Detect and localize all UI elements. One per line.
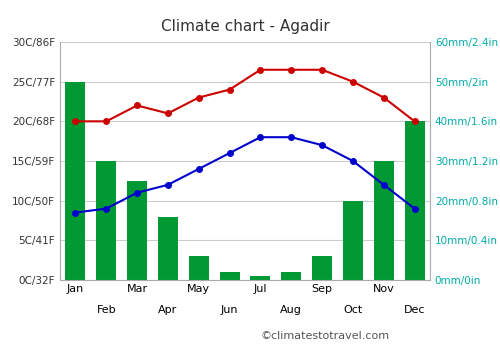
Bar (158, 217, 178, 280)
Text: Dec: Dec (404, 305, 425, 315)
Bar (404, 121, 424, 280)
Bar (281, 272, 301, 280)
Text: ©climatestotravel.com: ©climatestotravel.com (260, 331, 389, 341)
Bar (250, 276, 270, 280)
Bar (127, 181, 147, 280)
Bar (343, 201, 363, 280)
Text: Apr: Apr (158, 305, 178, 315)
Bar (374, 161, 394, 280)
Text: Feb: Feb (96, 305, 116, 315)
Bar (220, 272, 240, 280)
Text: Jun: Jun (221, 305, 238, 315)
Title: Climate chart - Agadir: Climate chart - Agadir (160, 19, 330, 34)
Text: Oct: Oct (344, 305, 362, 315)
Bar (66, 82, 86, 280)
Bar (312, 256, 332, 280)
Bar (188, 256, 209, 280)
Bar (96, 161, 116, 280)
Text: Aug: Aug (280, 305, 302, 315)
